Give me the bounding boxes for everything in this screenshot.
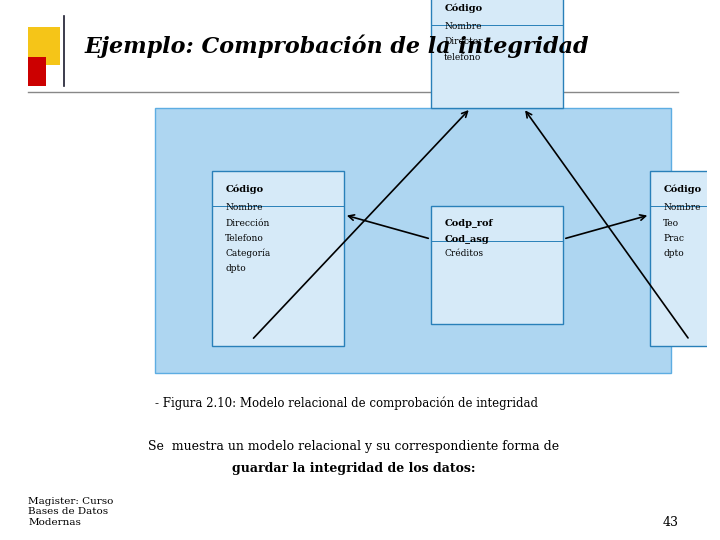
FancyBboxPatch shape xyxy=(650,171,720,346)
Text: Créditos: Créditos xyxy=(444,249,483,258)
Text: Nombre: Nombre xyxy=(225,204,263,212)
Text: Dirección: Dirección xyxy=(225,219,269,227)
Text: 43: 43 xyxy=(662,516,678,529)
Text: Ejemplo: Comprobación de la integridad: Ejemplo: Comprobación de la integridad xyxy=(85,34,589,58)
Text: Telefono: Telefono xyxy=(225,234,264,242)
Text: Categoría: Categoría xyxy=(225,248,271,258)
Text: Director: Director xyxy=(444,37,483,46)
Text: Código: Código xyxy=(444,3,482,12)
FancyBboxPatch shape xyxy=(28,27,60,65)
Text: Magister: Curso
Bases de Datos
Modernas: Magister: Curso Bases de Datos Modernas xyxy=(28,497,114,526)
Text: guardar la integridad de los datos:: guardar la integridad de los datos: xyxy=(232,462,475,475)
FancyBboxPatch shape xyxy=(156,108,671,373)
Text: Se  muestra un modelo relacional y su correspondiente forma de: Se muestra un modelo relacional y su cor… xyxy=(148,440,559,453)
FancyBboxPatch shape xyxy=(28,57,46,86)
FancyBboxPatch shape xyxy=(431,0,563,108)
FancyBboxPatch shape xyxy=(212,171,344,346)
Text: - Figura 2.10: Modelo relacional de comprobación de integridad: - Figura 2.10: Modelo relacional de comp… xyxy=(156,397,539,410)
Text: Codp_rof: Codp_rof xyxy=(444,219,492,228)
Text: dpto: dpto xyxy=(225,264,246,273)
Text: telefono: telefono xyxy=(444,52,482,62)
Text: Teo: Teo xyxy=(663,219,680,227)
Text: dpto: dpto xyxy=(663,249,684,258)
Text: Nombre: Nombre xyxy=(444,22,482,31)
Text: Prac: Prac xyxy=(663,234,684,242)
Text: Nombre: Nombre xyxy=(663,204,701,212)
Text: Código: Código xyxy=(663,184,701,194)
Text: Cod_asg: Cod_asg xyxy=(444,234,489,244)
FancyBboxPatch shape xyxy=(431,206,563,324)
Text: Código: Código xyxy=(225,184,264,194)
